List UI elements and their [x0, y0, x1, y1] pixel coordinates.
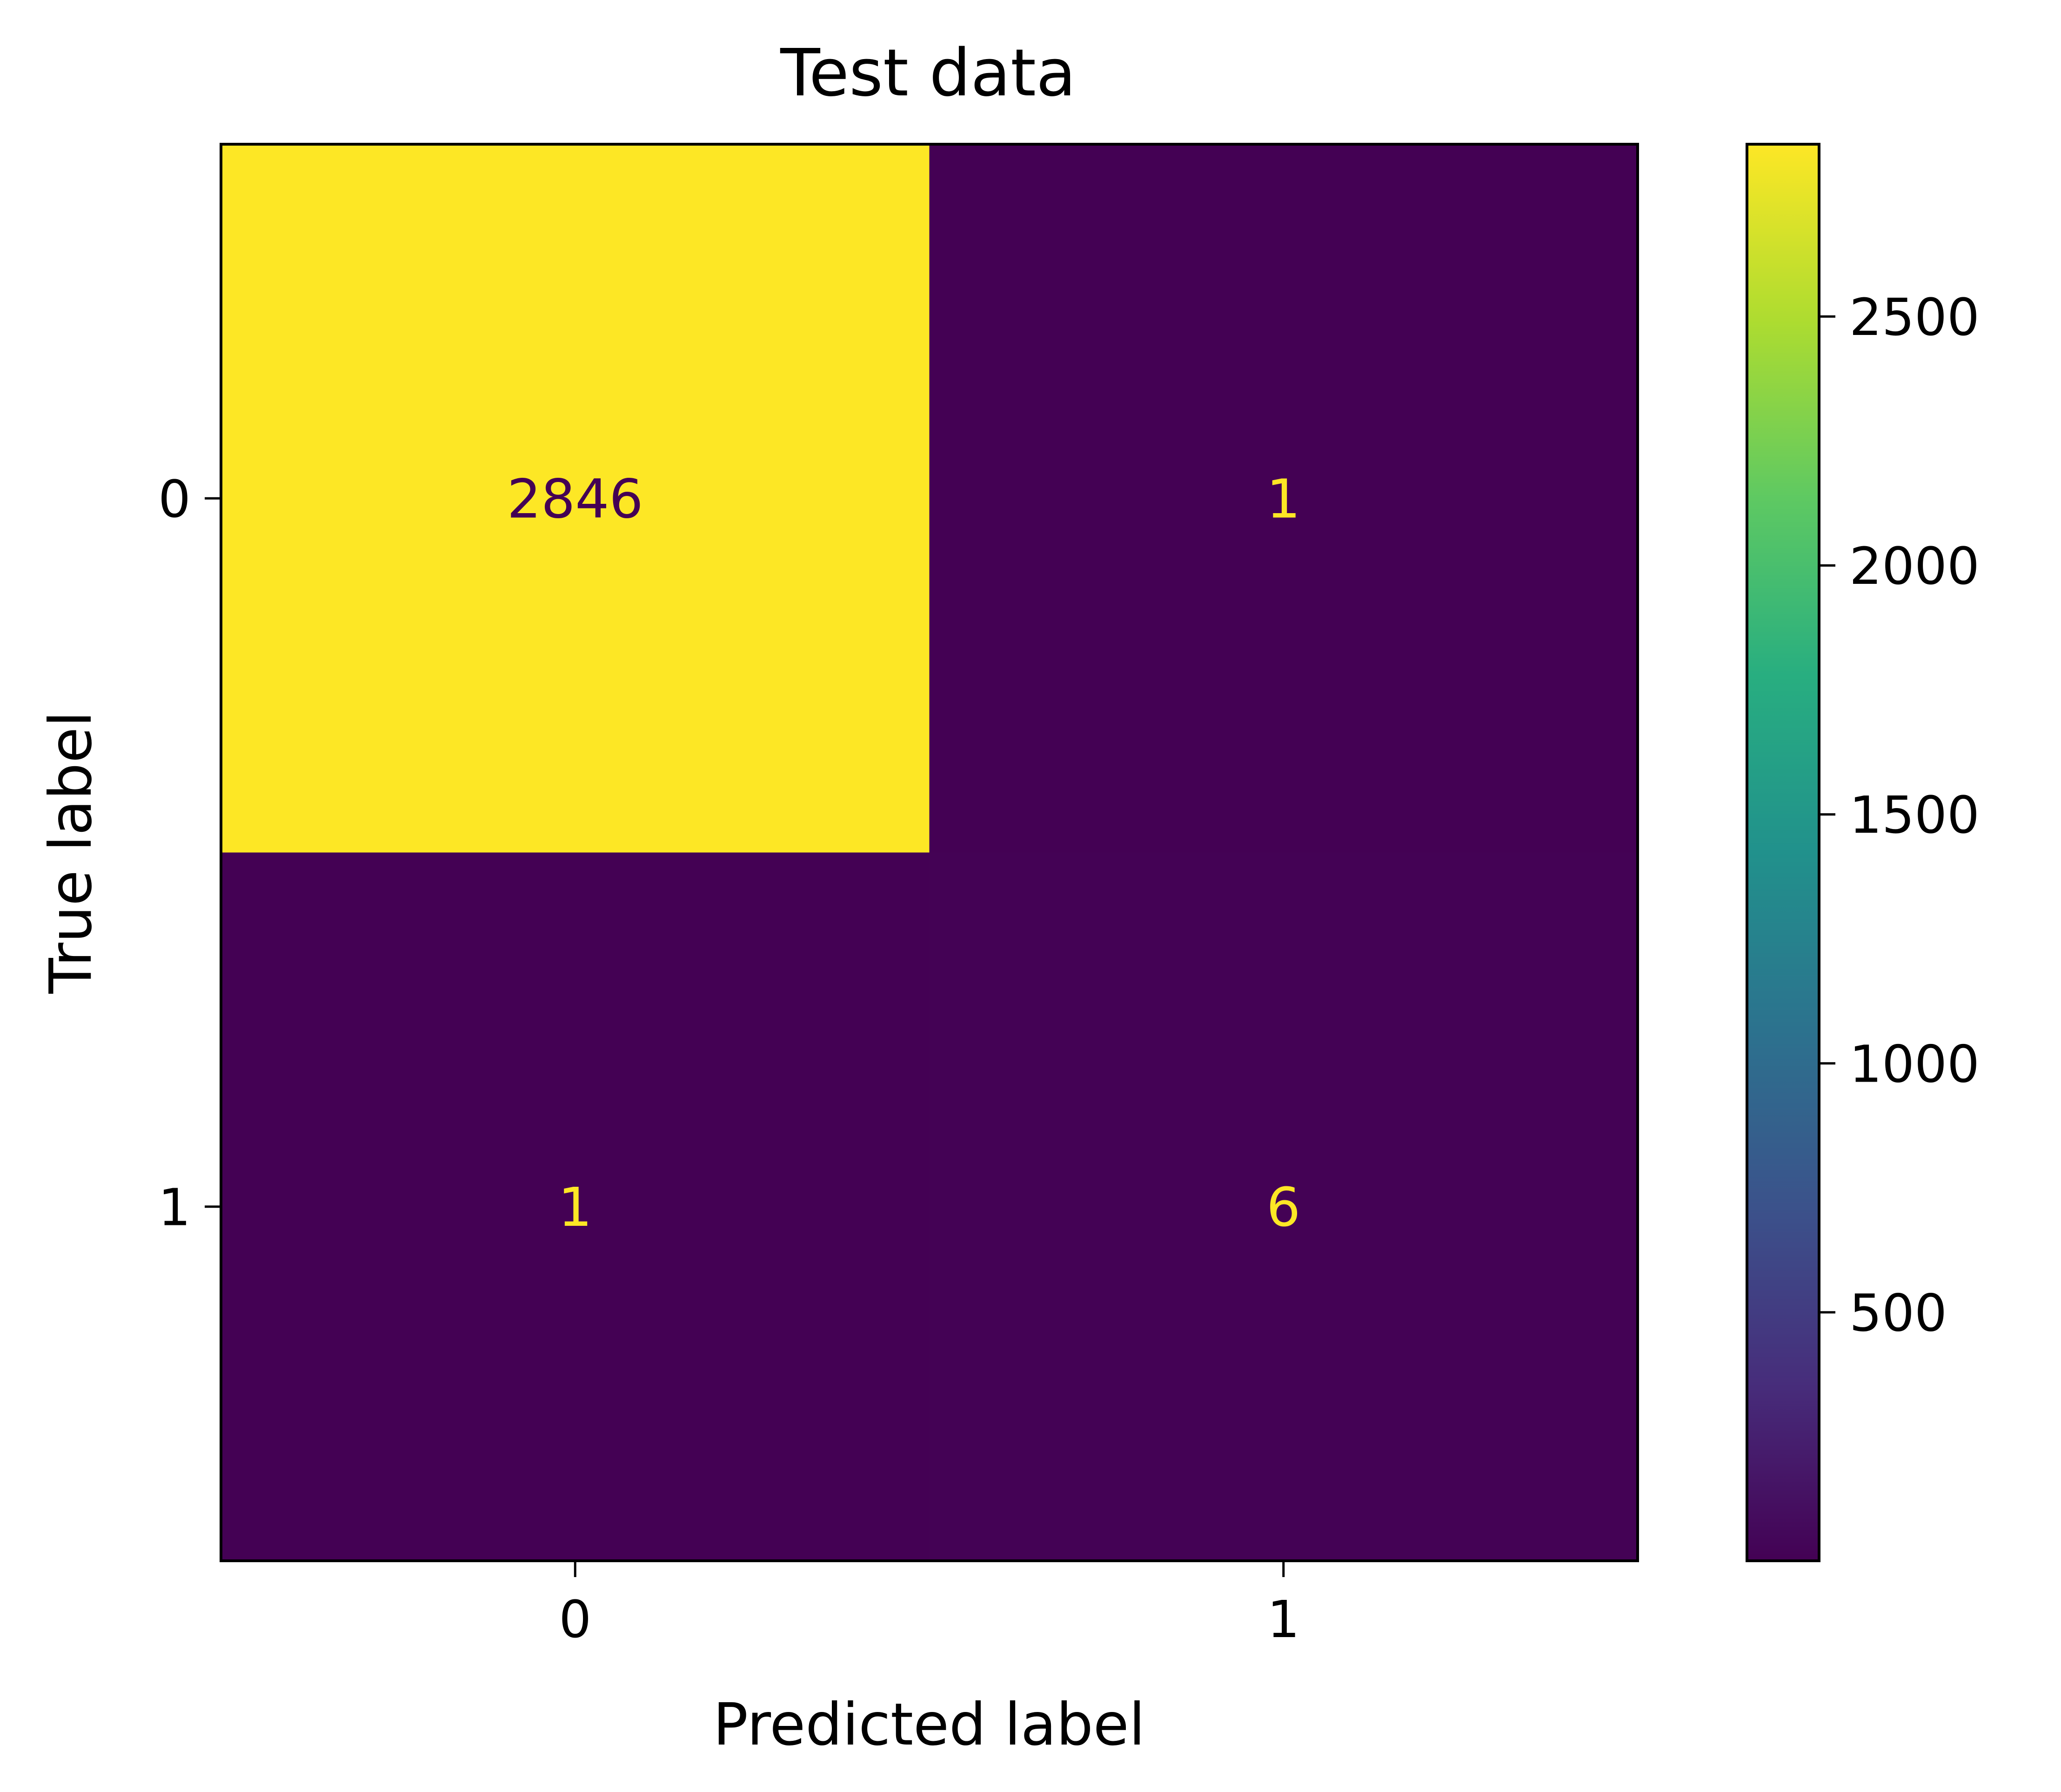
cell-value-label-r0-c1: 1 — [1266, 468, 1300, 531]
cell-value-label-r0-c0: 2846 — [507, 468, 643, 531]
colorbar-tick-label-2: 1500 — [1849, 785, 1980, 845]
y-tick-label-0: 0 — [158, 469, 191, 529]
cell-value-label-r1-c0: 1 — [558, 1177, 592, 1239]
cell-value-label-r1-c1: 6 — [1266, 1177, 1300, 1239]
y-axis-ticks: 01 — [158, 469, 221, 1237]
heatmap-cell-r1-c1 — [929, 852, 1638, 1561]
x-tick-label-0: 0 — [559, 1590, 591, 1649]
x-tick-label-1: 1 — [1267, 1590, 1300, 1649]
y-tick-label-1: 1 — [158, 1177, 191, 1237]
x-axis-label: Predicted label — [713, 1691, 1145, 1759]
colorbar-tick-label-3: 2000 — [1849, 536, 1980, 596]
heatmap-cell-r0-c0 — [221, 144, 930, 853]
heatmap-axes-frame — [220, 143, 1639, 1562]
y-axis-label: True label — [37, 711, 105, 994]
chart-title: Test data — [780, 35, 1076, 111]
colorbar-tick-label-0: 500 — [1849, 1284, 1947, 1343]
colorbar-ticks: 500 1000 1500 2000 2500 — [1819, 288, 1980, 1343]
colorbar-tick-label-1: 1000 — [1849, 1034, 1980, 1094]
colorbar-tick-label-4: 2500 — [1849, 288, 1980, 347]
colorbar — [1746, 143, 1820, 1562]
heatmap-cell-labels: 2846 1 1 6 — [507, 468, 1300, 1239]
heatmap-cell-r1-c0 — [221, 852, 930, 1561]
heatmap-cells — [221, 144, 1638, 1561]
heatmap-cell-r0-c1 — [929, 144, 1638, 853]
